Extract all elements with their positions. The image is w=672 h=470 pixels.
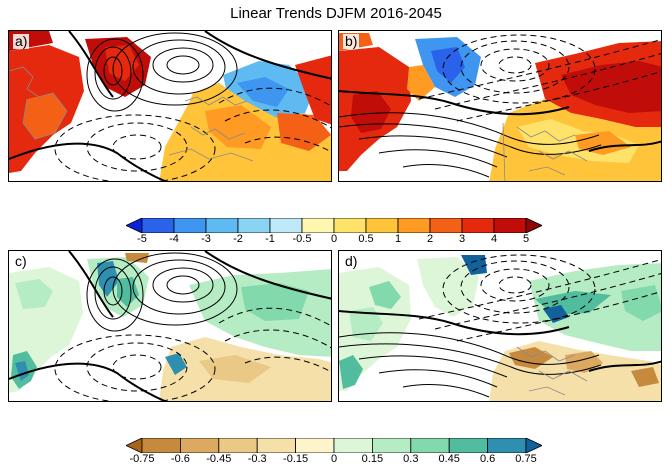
colorbar-segment bbox=[141, 218, 175, 233]
panel-b-label: b) bbox=[343, 33, 360, 49]
figure-title: Linear Trends DJFM 2016-2045 bbox=[230, 5, 442, 22]
colorbar-segment bbox=[429, 218, 463, 233]
colorbar-tick-label: -0.75 bbox=[129, 453, 155, 465]
colorbar-tick-label: 0.45 bbox=[438, 453, 460, 465]
colorbar-tick-label: 0.15 bbox=[361, 453, 384, 465]
panel-b-map: b) bbox=[338, 30, 662, 182]
colorbar-tick-label: -0.5 bbox=[292, 233, 312, 245]
colorbar-tick-label: 0.5 bbox=[358, 233, 374, 245]
colorbar-tick-label: 0 bbox=[330, 233, 338, 245]
colorbar-segment bbox=[461, 218, 495, 233]
panel-d-label: d) bbox=[343, 253, 360, 269]
colorbar-tick-label: -0.6 bbox=[170, 453, 190, 465]
colorbar-segment bbox=[333, 218, 367, 233]
panel-c-map: c) bbox=[8, 250, 332, 402]
colorbar-segment bbox=[397, 218, 431, 233]
colorbar-tick-label: -0.3 bbox=[247, 453, 267, 465]
colorbar-tick-label: 1 bbox=[394, 233, 402, 245]
colorbar-tick-label: 0.6 bbox=[479, 453, 496, 465]
colorbar-tick-label: -0.15 bbox=[283, 453, 309, 465]
panel-d-map: d) bbox=[338, 250, 662, 402]
colorbar-tick-label: -3 bbox=[201, 233, 211, 245]
colorbar-segment bbox=[525, 218, 542, 233]
colorbar-segment bbox=[487, 438, 527, 453]
temperature-colorbar bbox=[126, 218, 542, 233]
colorbar-segment bbox=[333, 438, 373, 453]
colorbar-tick-label: -5 bbox=[137, 233, 147, 245]
colorbar-segment bbox=[365, 218, 399, 233]
colorbar-segment bbox=[410, 438, 450, 453]
colorbar-tick-label: 5 bbox=[522, 233, 530, 245]
colorbar-tick-label: -2 bbox=[233, 233, 243, 245]
panel-a-label: a) bbox=[13, 33, 30, 49]
colorbar-segment bbox=[295, 438, 335, 453]
colorbar-tick-label: 3 bbox=[458, 233, 466, 245]
colorbar-segment bbox=[205, 218, 239, 233]
colorbar-tick-label: -4 bbox=[169, 233, 179, 245]
colorbar-tick-label: 2 bbox=[426, 233, 434, 245]
panel-a-map: a) bbox=[8, 30, 332, 182]
colorbar-tick-label: 0.3 bbox=[403, 453, 419, 465]
colorbar-segment bbox=[237, 218, 271, 233]
colorbar-segment bbox=[371, 438, 412, 453]
colorbar-segment bbox=[173, 218, 207, 233]
colorbar-tick-label: 0.75 bbox=[515, 453, 537, 465]
colorbar-segment bbox=[126, 438, 143, 453]
colorbar-tick-label: -0.45 bbox=[206, 453, 232, 465]
precipitation-colorbar bbox=[126, 438, 542, 453]
colorbar-tick-label: 0 bbox=[330, 453, 338, 465]
colorbar-segment bbox=[269, 218, 303, 233]
colorbar-tick-label: -1 bbox=[265, 233, 275, 245]
colorbar-segment bbox=[218, 438, 258, 453]
colorbar-segment bbox=[141, 438, 181, 453]
colorbar-segment bbox=[256, 438, 296, 453]
colorbar-segment bbox=[126, 218, 143, 233]
panel-c-label: c) bbox=[13, 253, 29, 269]
colorbar-segment bbox=[493, 218, 527, 233]
colorbar-segment bbox=[525, 438, 542, 453]
colorbar-segment bbox=[448, 438, 489, 453]
colorbar-tick-label: 4 bbox=[490, 233, 498, 245]
colorbar-segment bbox=[180, 438, 220, 453]
colorbar-segment bbox=[301, 218, 335, 233]
